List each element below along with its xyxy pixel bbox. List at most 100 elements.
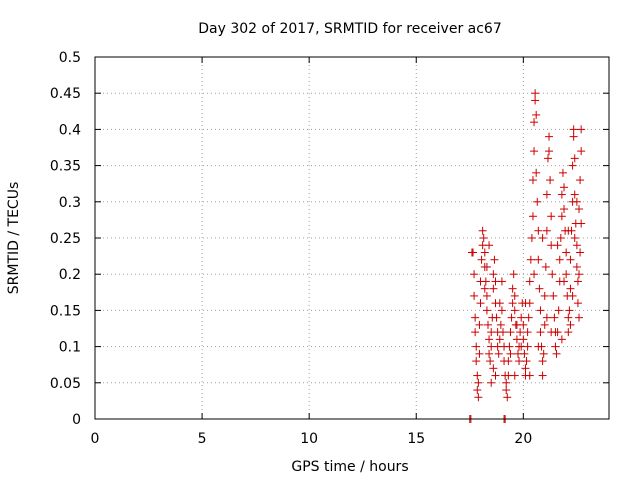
- data-point: [539, 349, 548, 358]
- data-point: [535, 284, 544, 293]
- data-point: [564, 226, 573, 235]
- data-point: [577, 147, 586, 156]
- data-point: [569, 125, 578, 134]
- data-point: [494, 349, 503, 358]
- x-tick-label: 5: [198, 431, 207, 447]
- data-point: [489, 270, 498, 279]
- data-point: [510, 371, 519, 380]
- data-point: [487, 378, 496, 387]
- data-point: [577, 125, 586, 134]
- data-point: [480, 284, 489, 293]
- y-tick-label: 0.1: [59, 340, 81, 356]
- data-point: [479, 234, 488, 242]
- data-point: [519, 335, 528, 344]
- data-point: [531, 96, 540, 105]
- data-point: [550, 313, 559, 322]
- data-point: [572, 241, 581, 250]
- data-point: [473, 371, 482, 380]
- data-point: [491, 371, 500, 380]
- data-point: [475, 320, 484, 329]
- data-point: [482, 262, 491, 271]
- data-point: [510, 291, 519, 300]
- data-point: [478, 226, 487, 235]
- data-point: [542, 226, 551, 235]
- data-point: [566, 255, 575, 264]
- y-tick-label: 0.25: [50, 231, 81, 247]
- y-tick-label: 0.45: [50, 86, 81, 102]
- data-point: [471, 313, 480, 322]
- data-point: [538, 357, 547, 366]
- x-tick-label: 15: [407, 431, 425, 447]
- data-point: [538, 371, 547, 380]
- data-point: [542, 190, 551, 199]
- data-point: [506, 328, 515, 337]
- data-point: [543, 154, 552, 163]
- data-point: [470, 291, 479, 300]
- data-point: [558, 168, 567, 177]
- data-point: [557, 190, 566, 199]
- data-point: [575, 205, 584, 214]
- data-point: [504, 357, 513, 366]
- data-point: [508, 284, 517, 293]
- data-point: [523, 328, 532, 337]
- data-point: [576, 248, 585, 257]
- data-point: [568, 291, 577, 300]
- data-point: [496, 320, 505, 329]
- data-point: [573, 299, 582, 308]
- data-point: [532, 110, 541, 119]
- data-point: [525, 277, 534, 286]
- x-tick-label: 10: [300, 431, 318, 447]
- data-point: [534, 342, 543, 351]
- data-point: [536, 328, 545, 337]
- data-point: [556, 234, 565, 242]
- data-point: [573, 277, 582, 286]
- data-point: [570, 154, 579, 163]
- data-point: [497, 306, 506, 315]
- data-point: [553, 241, 562, 250]
- data-point: [489, 284, 498, 293]
- data-point: [472, 342, 481, 351]
- data-point: [532, 168, 541, 177]
- data-point: [572, 262, 581, 271]
- data-point: [483, 320, 492, 329]
- data-point: [576, 176, 585, 185]
- data-point: [509, 270, 518, 279]
- data-point: [531, 89, 540, 98]
- data-point: [562, 270, 571, 279]
- data-point: [520, 349, 529, 358]
- y-tick-label: 0.4: [59, 122, 81, 138]
- x-tick-label: 20: [514, 431, 532, 447]
- data-point: [503, 393, 512, 402]
- data-point: [568, 161, 577, 170]
- data-point: [575, 270, 584, 279]
- data-point: [530, 118, 539, 127]
- data-point: [477, 255, 486, 264]
- data-point: [547, 328, 556, 337]
- data-point: [517, 342, 526, 351]
- x-tick-label: 0: [91, 431, 100, 447]
- y-axis-label: SRMTID / TECUs: [6, 182, 22, 295]
- data-point: [572, 197, 581, 206]
- data-point: [498, 328, 507, 337]
- data-point: [485, 349, 494, 358]
- data-point: [533, 197, 542, 206]
- data-point: [549, 291, 558, 300]
- data-point: [506, 349, 515, 358]
- data-point: [492, 313, 501, 322]
- data-point: [512, 320, 521, 329]
- data-point: [566, 284, 575, 293]
- y-tick-label: 0: [72, 412, 81, 428]
- data-point: [540, 320, 549, 329]
- data-point: [469, 248, 478, 257]
- data-point: [516, 328, 525, 337]
- data-point: [530, 270, 539, 279]
- data-point: [536, 306, 545, 315]
- data-point: [521, 364, 530, 373]
- data-point: [569, 132, 578, 141]
- data-point: [502, 378, 511, 387]
- data-point: [577, 219, 586, 228]
- data-point: [495, 335, 504, 344]
- data-point: [554, 306, 563, 315]
- chart-title: Day 302 of 2017, SRMTID for receiver ac6…: [198, 21, 502, 37]
